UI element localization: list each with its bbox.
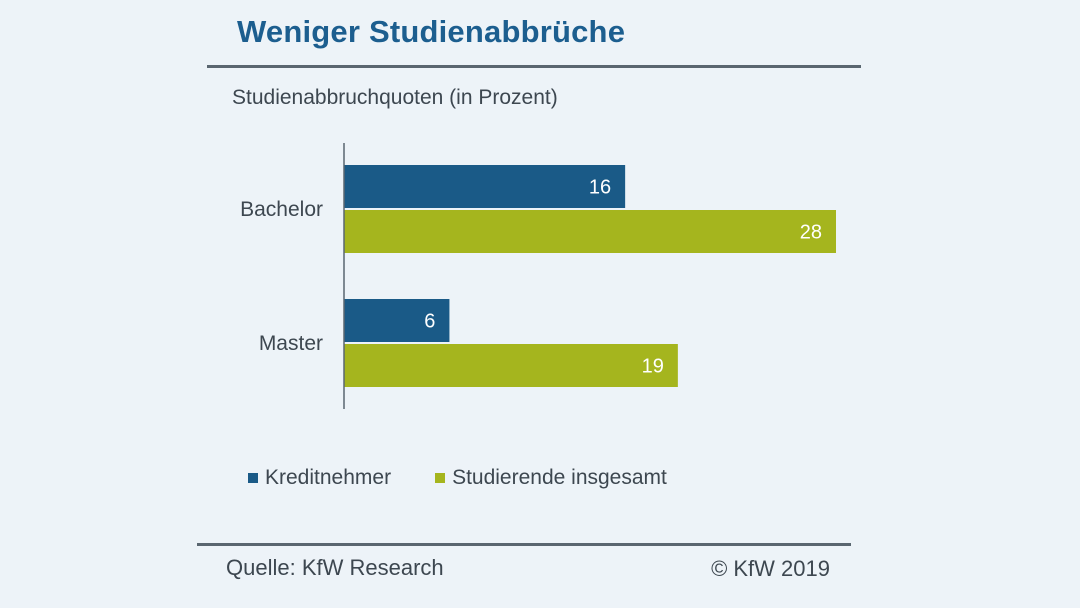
legend: Kreditnehmer Studierende insgesamt [248,466,711,490]
legend-label-studierende: Studierende insgesamt [452,466,667,489]
data-label-master-studierende: 19 [642,356,664,378]
data-label-bachelor-studierende: 28 [800,222,822,244]
legend-label-kreditnehmer: Kreditnehmer [265,466,392,489]
data-label-master-kreditnehmer: 6 [424,311,435,333]
footer-divider [197,543,851,546]
bar-master-studierende [344,344,678,387]
legend-swatch-studierende [435,473,446,483]
title-divider [207,65,861,68]
category-label-master: Master [259,332,323,355]
legend-swatch-kreditnehmer [248,473,258,483]
chart-title: Weniger Studienabbrüche [237,14,626,49]
legend-item-studierende: Studierende insgesamt [435,466,667,490]
bar-bachelor-studierende [344,210,836,253]
legend-item-kreditnehmer: Kreditnehmer [248,466,391,490]
chart-subtitle: Studienabbruchquoten (in Prozent) [232,86,558,109]
copyright-note: © KfW 2019 [711,556,830,581]
bar-bachelor-kreditnehmer [344,165,626,208]
source-note: Quelle: KfW Research [226,555,444,580]
category-label-bachelor: Bachelor [240,198,323,221]
data-label-bachelor-kreditnehmer: 16 [589,177,611,199]
bar-master-kreditnehmer [344,299,450,342]
